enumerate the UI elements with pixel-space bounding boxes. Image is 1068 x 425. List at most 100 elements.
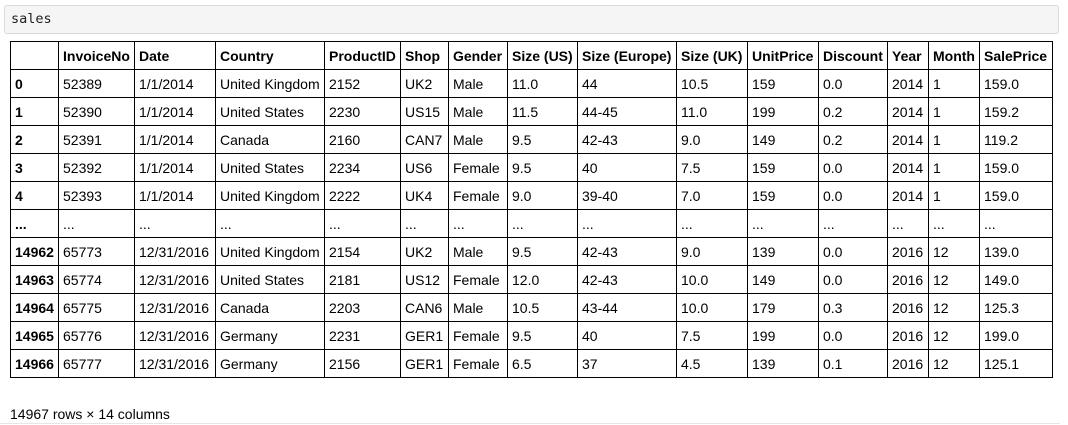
column-header: Gender bbox=[448, 41, 508, 70]
table-cell: 11.0 bbox=[676, 97, 748, 126]
table-cell: 125.1 bbox=[979, 349, 1053, 378]
table-cell: 9.5 bbox=[507, 153, 578, 182]
row-index-cell: 2 bbox=[10, 125, 59, 154]
table-cell: United Kingdom bbox=[215, 237, 325, 266]
table-cell: GER1 bbox=[400, 349, 449, 378]
row-index-cell: 4 bbox=[10, 181, 59, 210]
table-cell: 37 bbox=[577, 349, 677, 378]
table-row: 14965 65776 12/31/2016 Germany 2231 GER1 Femal… bbox=[10, 321, 1053, 350]
row-index-cell: 14965 bbox=[10, 321, 59, 350]
table-cell: 2222 bbox=[324, 181, 401, 210]
table-cell: 159.0 bbox=[979, 69, 1053, 98]
table-cell: Canada bbox=[215, 125, 325, 154]
table-cell: Female bbox=[448, 265, 508, 294]
table-cell: 2160 bbox=[324, 125, 401, 154]
table-cell: Female bbox=[448, 181, 508, 210]
table-cell: 12/31/2016 bbox=[134, 293, 216, 322]
table-cell: 52393 bbox=[58, 181, 135, 210]
table-body: 0 52389 1/1/2014 United Kingdom 2152 UK2 Male 1… bbox=[10, 69, 1053, 378]
table-cell: 7.0 bbox=[676, 181, 748, 210]
table-cell: 9.0 bbox=[676, 237, 748, 266]
table-cell: ... bbox=[448, 209, 508, 238]
table-cell: ... bbox=[134, 209, 216, 238]
table-cell: 12/31/2016 bbox=[134, 321, 216, 350]
table-row: 14963 65774 12/31/2016 United States 2181 US1… bbox=[10, 265, 1053, 294]
table-cell: ... bbox=[979, 209, 1053, 238]
table-cell: 0.0 bbox=[818, 181, 888, 210]
table-cell: Male bbox=[448, 125, 508, 154]
table-cell: Male bbox=[448, 69, 508, 98]
table-cell: 40 bbox=[577, 153, 677, 182]
row-index-cell: 14963 bbox=[10, 265, 59, 294]
table-cell: 9.5 bbox=[507, 321, 578, 350]
code-text: sales bbox=[11, 11, 52, 27]
table-cell: CAN7 bbox=[400, 125, 449, 154]
row-index-cell: 14962 bbox=[10, 237, 59, 266]
table-cell: 10.5 bbox=[507, 293, 578, 322]
table-cell: 65777 bbox=[58, 349, 135, 378]
table-cell: 1/1/2014 bbox=[134, 125, 216, 154]
table-cell: 12/31/2016 bbox=[134, 237, 216, 266]
table-cell: Female bbox=[448, 349, 508, 378]
table-row: 14966 65777 12/31/2016 Germany 2156 GER1 Femal… bbox=[10, 349, 1053, 378]
table-cell: 52389 bbox=[58, 69, 135, 98]
column-header: Shop bbox=[400, 41, 449, 70]
table-cell: 9.5 bbox=[507, 125, 578, 154]
table-cell: 139.0 bbox=[979, 237, 1053, 266]
table-cell: ... bbox=[887, 209, 929, 238]
table-cell: 52391 bbox=[58, 125, 135, 154]
table-cell: ... bbox=[215, 209, 325, 238]
table-cell: 65775 bbox=[58, 293, 135, 322]
table-cell: 65773 bbox=[58, 237, 135, 266]
table-cell: ... bbox=[58, 209, 135, 238]
table-cell: 159.0 bbox=[979, 181, 1053, 210]
table-cell: US6 bbox=[400, 153, 449, 182]
table-cell: 11.0 bbox=[507, 69, 578, 98]
row-index-cell: 1 bbox=[10, 97, 59, 126]
table-cell: 44-45 bbox=[577, 97, 677, 126]
column-header: Month bbox=[928, 41, 980, 70]
table-cell: 12.0 bbox=[507, 265, 578, 294]
table-cell: 1/1/2014 bbox=[134, 69, 216, 98]
code-input-cell[interactable]: sales bbox=[4, 5, 1059, 34]
table-cell: 42-43 bbox=[577, 265, 677, 294]
table-cell: CAN6 bbox=[400, 293, 449, 322]
table-cell: 2014 bbox=[887, 69, 929, 98]
dataframe-shape-text: 14967 rows × 14 columns bbox=[10, 406, 170, 422]
table-cell: 65774 bbox=[58, 265, 135, 294]
column-header: UnitPrice bbox=[747, 41, 819, 70]
table-cell: 199 bbox=[747, 97, 819, 126]
table-cell: 159.2 bbox=[979, 97, 1053, 126]
table-cell: 6.5 bbox=[507, 349, 578, 378]
table-cell: 52390 bbox=[58, 97, 135, 126]
table-cell: 0.0 bbox=[818, 69, 888, 98]
table-cell: 12/31/2016 bbox=[134, 265, 216, 294]
table-cell: Germany bbox=[215, 321, 325, 350]
table-cell: 149.0 bbox=[979, 265, 1053, 294]
column-header: Size (Europe) bbox=[577, 41, 677, 70]
table-cell: 9.0 bbox=[507, 181, 578, 210]
table-cell: 0.0 bbox=[818, 237, 888, 266]
table-cell: United States bbox=[215, 97, 325, 126]
table-cell: 43-44 bbox=[577, 293, 677, 322]
table-cell: 1 bbox=[928, 97, 980, 126]
column-header: SalePrice bbox=[979, 41, 1053, 70]
table-row: 4 52393 1/1/2014 United Kingdom 2222 UK4 Femal… bbox=[10, 181, 1053, 210]
table-cell: 12/31/2016 bbox=[134, 349, 216, 378]
table-cell: Female bbox=[448, 153, 508, 182]
table-cell: 40 bbox=[577, 321, 677, 350]
table-cell: UK2 bbox=[400, 237, 449, 266]
table-cell: 4.5 bbox=[676, 349, 748, 378]
table-cell: 7.5 bbox=[676, 321, 748, 350]
column-header: Size (US) bbox=[507, 41, 578, 70]
table-cell: 0.2 bbox=[818, 97, 888, 126]
column-header: InvoiceNo bbox=[58, 41, 135, 70]
table-cell: Male bbox=[448, 97, 508, 126]
table-cell: 1/1/2014 bbox=[134, 97, 216, 126]
dataframe-table: InvoiceNo Date Country ProductID Shop Gender S… bbox=[10, 41, 1053, 378]
table-cell: 1 bbox=[928, 153, 980, 182]
table-cell: 0.0 bbox=[818, 321, 888, 350]
table-row: 1 52390 1/1/2014 United States 2230 US15 Male 1… bbox=[10, 97, 1053, 126]
table-cell: 0.1 bbox=[818, 349, 888, 378]
table-cell: 1/1/2014 bbox=[134, 181, 216, 210]
